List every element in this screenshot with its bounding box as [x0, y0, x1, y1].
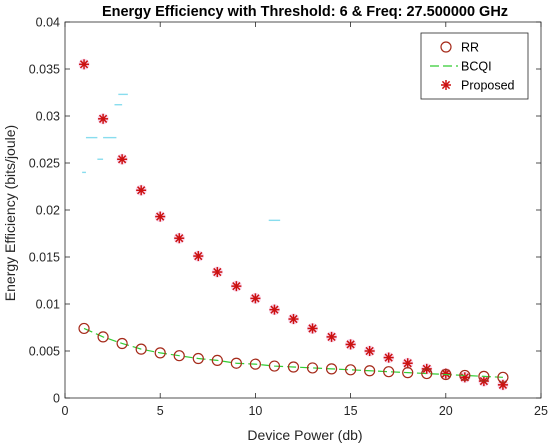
y-axis-ticks: 0 0.005 0.01 0.015 0.02 0.025 0.03 0.035 0.04 — [29, 16, 541, 406]
proposed-point — [79, 59, 90, 70]
bcqi-line — [83, 327, 503, 378]
legend-rr-circle-icon — [440, 41, 452, 53]
y-axis-label: Energy Efficiency (bits/joule) — [2, 125, 18, 301]
rr-point — [287, 361, 300, 373]
rr-point — [230, 357, 242, 369]
y-tick-label: 0.015 — [29, 251, 60, 265]
artifact-layer — [82, 93, 281, 222]
y-tick-label: 0.01 — [36, 298, 60, 312]
proposed-point — [117, 154, 128, 165]
legend-entry-proposed: Proposed — [441, 79, 515, 93]
rr-point — [402, 367, 414, 379]
proposed-point — [345, 339, 356, 350]
proposed-point — [212, 267, 223, 278]
rr-point — [268, 360, 281, 372]
rr-point — [192, 352, 204, 365]
rr-point — [306, 362, 319, 374]
proposed-point — [307, 323, 318, 334]
proposed-point — [402, 358, 413, 369]
rr-point — [173, 350, 185, 362]
legend-entry-rr: RR — [440, 41, 479, 55]
legend-entry-bcqi: BCQI — [430, 60, 492, 74]
proposed-point — [136, 185, 147, 196]
rr-point — [364, 365, 376, 377]
legend-label-rr: RR — [461, 41, 479, 55]
rr-point — [421, 367, 433, 380]
series-rr — [78, 322, 509, 383]
rr-point — [325, 363, 338, 375]
x-axis-label: Device Power (db) — [247, 427, 362, 443]
proposed-point — [497, 379, 508, 390]
proposed-point — [98, 113, 109, 124]
legend-proposed-asterisk-icon — [441, 80, 451, 90]
proposed-point — [174, 233, 185, 244]
x-tick-label: 10 — [248, 404, 262, 418]
y-tick-label: 0.035 — [29, 63, 60, 77]
rr-point — [78, 322, 90, 335]
x-tick-label: 0 — [62, 404, 69, 418]
rr-point — [478, 370, 490, 382]
legend-label-proposed: Proposed — [461, 79, 515, 93]
proposed-point — [326, 331, 337, 342]
x-tick-label: 20 — [439, 404, 453, 418]
rr-point — [345, 364, 357, 376]
proposed-point — [269, 304, 280, 315]
rr-point — [497, 371, 509, 383]
series-layer — [78, 58, 509, 391]
chart-title: Energy Efficiency with Threshold: 6 & Fr… — [102, 4, 508, 20]
legend: RR BCQI Proposed — [420, 32, 529, 100]
series-bcqi — [83, 327, 503, 378]
rr-point — [383, 366, 395, 378]
y-tick-label: 0.04 — [36, 16, 60, 30]
y-tick-label: 0.025 — [29, 157, 60, 171]
y-tick-label: 0.005 — [29, 345, 60, 359]
legend-label-bcqi: BCQI — [461, 60, 492, 74]
rr-point — [440, 368, 452, 381]
rr-point — [116, 337, 128, 350]
proposed-point — [155, 211, 166, 222]
rr-point — [249, 358, 261, 370]
x-tick-label: 5 — [157, 404, 164, 418]
proposed-point — [364, 346, 375, 356]
proposed-point — [288, 314, 299, 325]
x-tick-label: 15 — [344, 404, 358, 418]
y-tick-label: 0 — [53, 392, 60, 406]
rr-point — [135, 343, 147, 355]
x-axis-ticks: 0 5 10 15 20 25 — [62, 22, 548, 418]
y-tick-label: 0.03 — [36, 110, 60, 124]
proposed-point — [383, 352, 394, 363]
proposed-point — [250, 293, 261, 304]
proposed-point — [440, 368, 451, 379]
proposed-point — [231, 281, 242, 292]
y-tick-label: 0.02 — [36, 204, 60, 218]
x-tick-label: 25 — [534, 404, 548, 418]
rr-point — [459, 369, 471, 382]
rr-point — [97, 331, 109, 343]
rr-point — [211, 354, 223, 366]
rr-point — [154, 347, 166, 359]
proposed-point — [193, 251, 204, 262]
